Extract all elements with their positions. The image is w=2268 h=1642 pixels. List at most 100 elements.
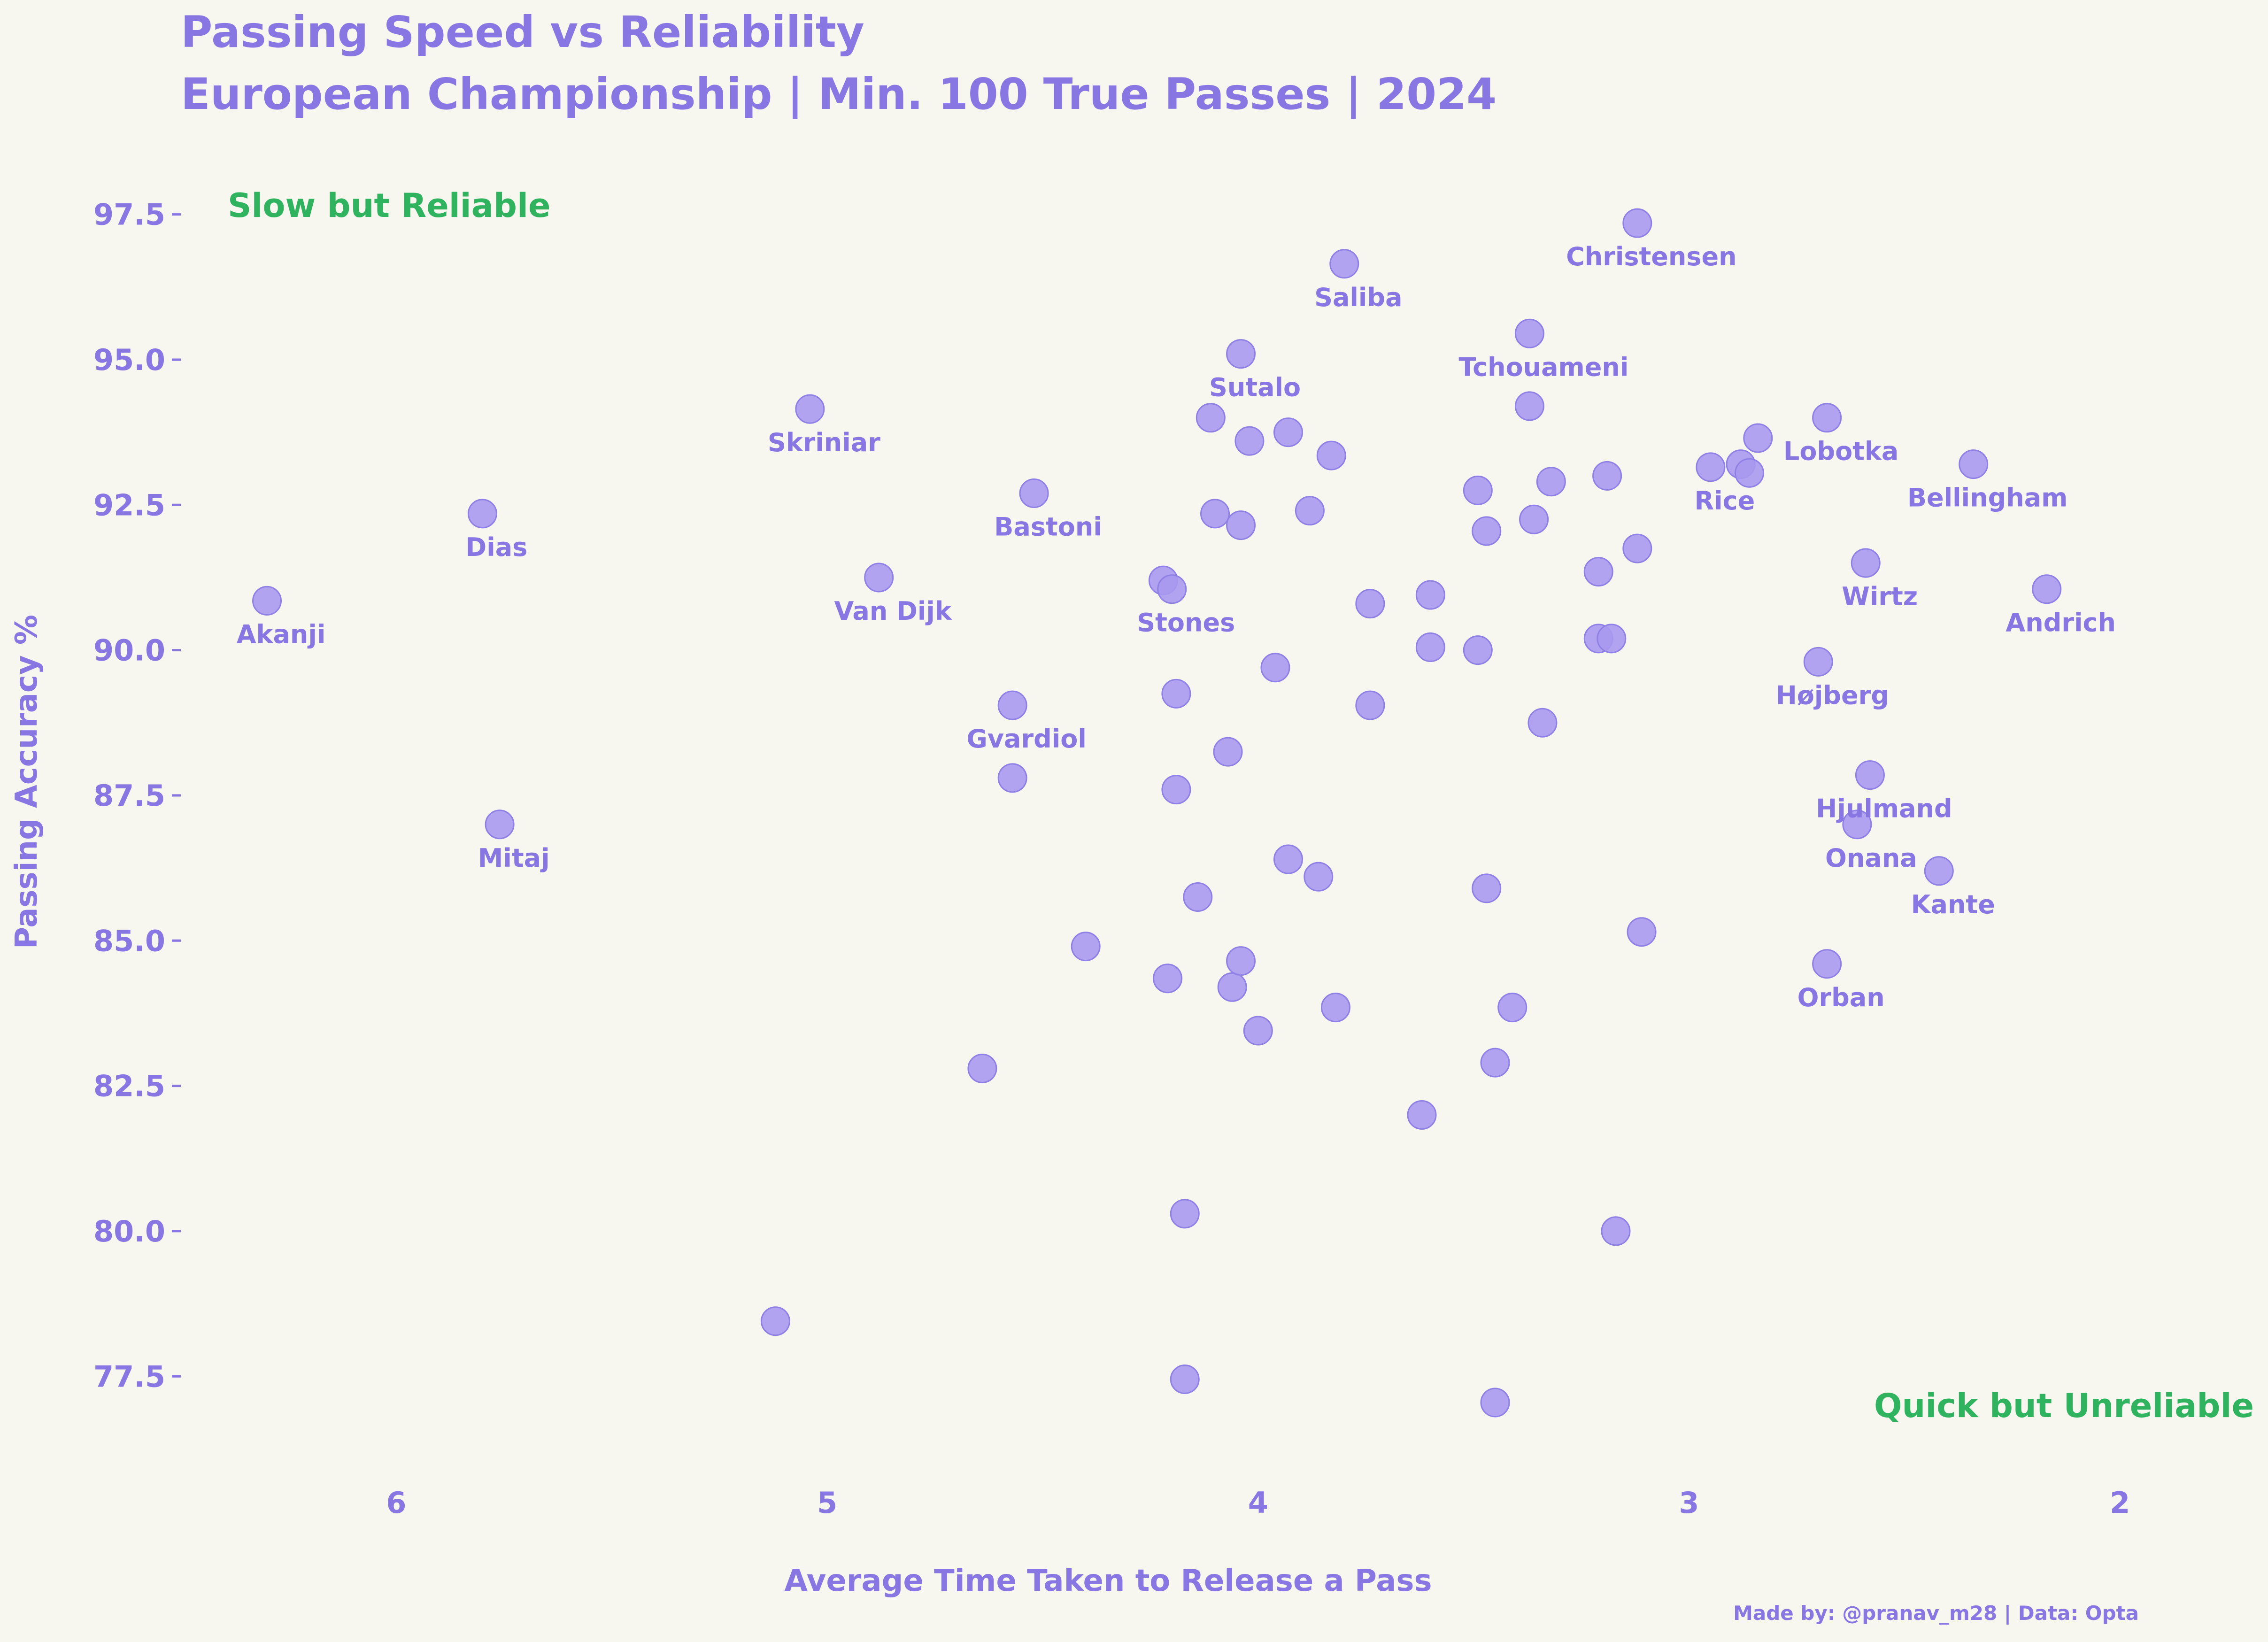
x-tick-label: 6 bbox=[386, 1486, 406, 1520]
data-point bbox=[1273, 844, 1304, 874]
x-tick-label: 5 bbox=[817, 1486, 837, 1520]
data-point bbox=[1803, 647, 1833, 677]
data-point bbox=[1260, 653, 1290, 683]
point-label: Saliba bbox=[1314, 283, 1402, 312]
data-point bbox=[997, 763, 1027, 793]
data-point bbox=[1213, 737, 1243, 767]
data-point bbox=[1183, 882, 1213, 912]
point-label: Lobotka bbox=[1783, 437, 1898, 466]
data-point bbox=[1855, 760, 1885, 790]
point-label: Mitaj bbox=[478, 843, 550, 873]
data-point bbox=[997, 690, 1027, 720]
x-axis: 6 5 4 3 2 bbox=[386, 1486, 2130, 1520]
data-point bbox=[1273, 417, 1304, 447]
data-point bbox=[1226, 339, 1256, 369]
data-point bbox=[1743, 423, 1773, 453]
point-label: Gvardiol bbox=[966, 724, 1086, 754]
data-point bbox=[2032, 574, 2062, 604]
y-axis-label: Passing Accuracy % bbox=[9, 615, 44, 949]
point-label: Dias bbox=[465, 532, 527, 562]
data-point bbox=[1355, 690, 1385, 720]
point-label: Bellingham bbox=[1907, 483, 2068, 513]
point-label: Tchouameni bbox=[1458, 352, 1628, 382]
data-point bbox=[1472, 873, 1502, 903]
data-point bbox=[1842, 809, 1872, 840]
data-point bbox=[1472, 516, 1502, 546]
data-point bbox=[1597, 624, 1627, 654]
data-point bbox=[1217, 972, 1247, 1002]
y-tick-label: 97.5 bbox=[93, 198, 165, 232]
data-points bbox=[252, 208, 2062, 1418]
point-label: Andrich bbox=[2006, 608, 2115, 638]
data-point bbox=[1851, 548, 1881, 578]
point-label: Onana bbox=[1825, 843, 1917, 873]
data-point bbox=[1480, 1048, 1510, 1078]
y-tick-label: 92.5 bbox=[93, 488, 165, 522]
data-point bbox=[1019, 478, 1049, 509]
data-point bbox=[1812, 949, 1842, 979]
point-label: Sutalo bbox=[1209, 373, 1301, 402]
y-tick-label: 90.0 bbox=[93, 633, 165, 668]
data-point bbox=[1161, 775, 1191, 805]
data-point bbox=[1196, 403, 1226, 433]
point-label: Van Dijk bbox=[834, 596, 952, 626]
y-tick-label: 77.5 bbox=[93, 1359, 165, 1394]
point-label: Rice bbox=[1694, 486, 1755, 516]
data-point bbox=[1407, 1100, 1437, 1130]
data-point bbox=[1226, 510, 1256, 540]
x-tick-label: 3 bbox=[1679, 1486, 1699, 1520]
data-point bbox=[1200, 499, 1230, 529]
data-point bbox=[1959, 449, 1989, 479]
data-point bbox=[1161, 678, 1191, 709]
data-point bbox=[485, 809, 515, 840]
point-label: Wirtz bbox=[1842, 582, 1918, 611]
data-point bbox=[1316, 440, 1346, 470]
data-point bbox=[760, 1306, 790, 1336]
point-label: Bastoni bbox=[994, 512, 1102, 542]
data-point bbox=[1243, 1016, 1273, 1046]
data-point bbox=[1415, 580, 1445, 610]
data-point bbox=[1170, 1199, 1200, 1229]
data-point bbox=[1592, 461, 1622, 491]
x-tick-label: 4 bbox=[1248, 1486, 1268, 1520]
data-point bbox=[1415, 632, 1445, 662]
data-point bbox=[1622, 533, 1652, 563]
data-point bbox=[1463, 475, 1493, 505]
data-point bbox=[1622, 208, 1652, 238]
y-tick-label: 82.5 bbox=[93, 1069, 165, 1103]
y-tick-label: 87.5 bbox=[93, 779, 165, 813]
data-point bbox=[1355, 589, 1385, 619]
data-point bbox=[1480, 1388, 1510, 1418]
data-point bbox=[1329, 249, 1359, 279]
point-label: Højberg bbox=[1776, 680, 1889, 710]
x-tick-label: 2 bbox=[2110, 1486, 2130, 1520]
data-point bbox=[1170, 1364, 1200, 1394]
data-point bbox=[1226, 946, 1256, 976]
credit-text: Made by: @pranav_m28 | Data: Opta bbox=[1733, 1602, 2139, 1625]
quadrant-label-slow-reliable: Slow but Reliable bbox=[228, 186, 551, 225]
point-label: Kante bbox=[1911, 890, 1995, 919]
data-point bbox=[1536, 467, 1566, 497]
y-tick-label: 95.0 bbox=[93, 343, 165, 377]
point-labels: Akanji Dias Mitaj Skriniar Van Dijk Gvardiol B… bbox=[237, 242, 2116, 1012]
data-point bbox=[1071, 932, 1101, 962]
data-point bbox=[1583, 557, 1613, 587]
data-point bbox=[795, 394, 825, 424]
data-point bbox=[864, 563, 894, 593]
x-axis-label: Average Time Taken to Release a Pass bbox=[784, 1564, 1432, 1598]
data-point bbox=[1497, 993, 1527, 1023]
data-point bbox=[252, 586, 282, 616]
point-label: Hjulmand bbox=[1816, 794, 1952, 824]
point-label: Stones bbox=[1137, 608, 1235, 638]
data-point bbox=[1295, 496, 1325, 526]
data-point bbox=[1734, 458, 1764, 488]
chart-title: Passing Speed vs Reliability bbox=[181, 7, 864, 57]
data-point bbox=[1514, 318, 1544, 348]
y-tick-label: 85.0 bbox=[93, 924, 165, 958]
point-label: Skriniar bbox=[768, 428, 880, 457]
data-point bbox=[1601, 1216, 1631, 1246]
point-label: Akanji bbox=[237, 619, 326, 649]
data-point bbox=[1514, 391, 1544, 421]
quadrant-label-quick-unreliable: Quick but Unreliable bbox=[1874, 1387, 2254, 1425]
data-point bbox=[1234, 426, 1265, 456]
